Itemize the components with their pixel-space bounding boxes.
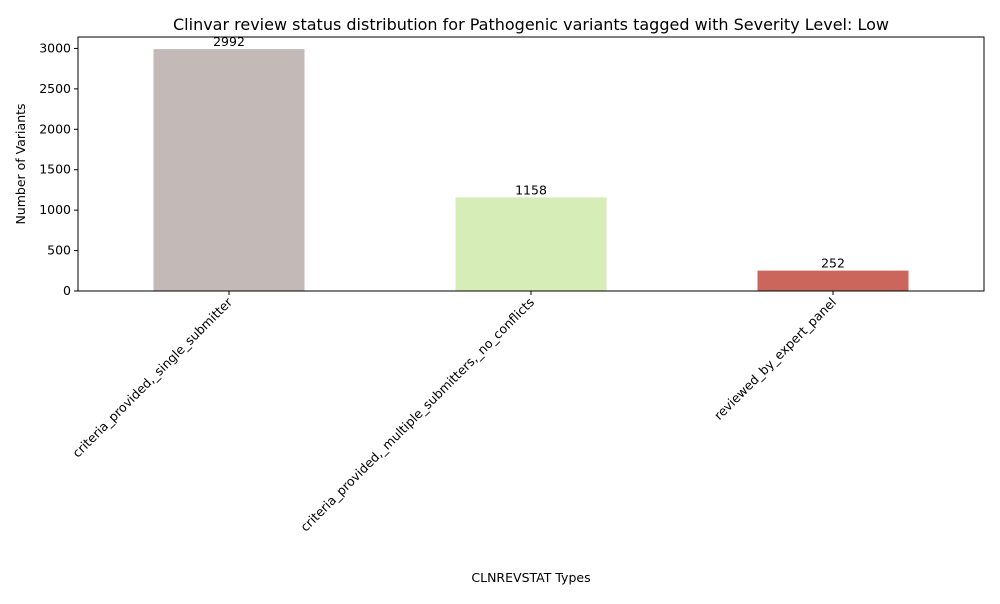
bar <box>757 270 909 291</box>
y-tick-label: 2000 <box>39 121 71 136</box>
bar-value-label: 252 <box>821 256 845 271</box>
x-tick-label: criteria_provided,_single_submitter <box>69 294 235 460</box>
y-tick-label: 3000 <box>39 40 71 55</box>
data-labels-layer: 2992 1158 252 <box>213 34 845 271</box>
bar <box>153 49 305 291</box>
bars-layer <box>153 49 909 291</box>
bar <box>455 197 607 291</box>
x-tick-label: criteria_provided,_multiple_submitters,_… <box>297 295 537 535</box>
y-tick-label: 1000 <box>39 202 71 217</box>
y-tick-label: 1500 <box>39 162 71 177</box>
bar-value-label: 1158 <box>515 182 547 197</box>
bar-value-label: 2992 <box>213 34 245 49</box>
chart-title: Clinvar review status distribution for P… <box>173 15 889 34</box>
x-tick-label: reviewed_by_expert_panel <box>711 295 839 423</box>
y-tick-label: 2500 <box>39 81 71 96</box>
y-axis-label: Number of Variants <box>13 103 28 224</box>
x-axis-label: CLNREVSTAT Types <box>471 570 590 585</box>
y-tick-label: 0 <box>63 283 71 298</box>
y-tick-label: 500 <box>47 243 71 258</box>
plot-frame <box>77 36 985 292</box>
